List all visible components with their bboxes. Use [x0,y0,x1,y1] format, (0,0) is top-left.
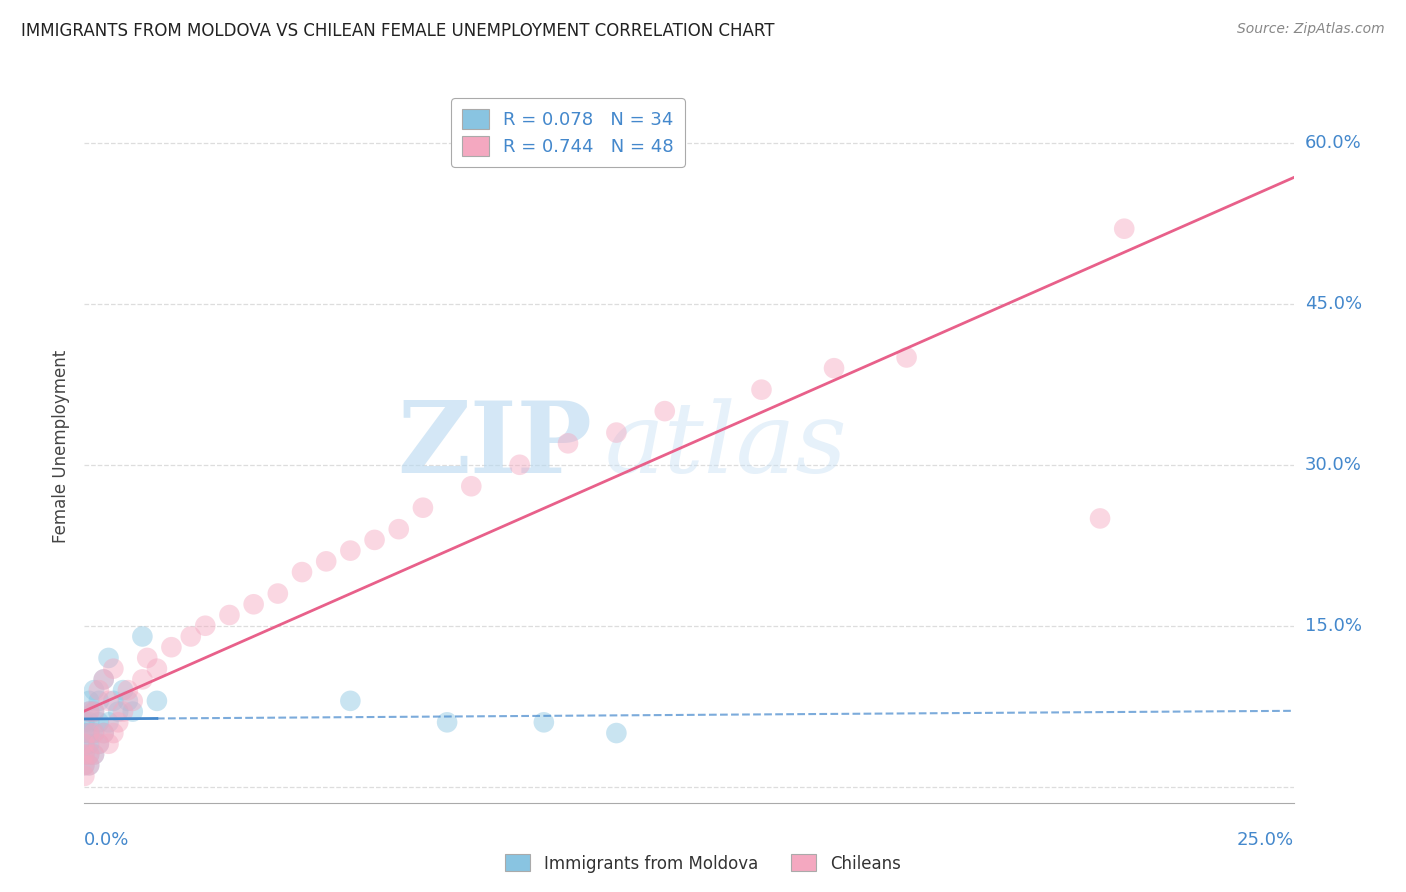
Point [97,737,120,751]
Point [83,726,105,740]
Text: IMMIGRANTS FROM MOLDOVA VS CHILEAN FEMALE UNEMPLOYMENT CORRELATION CHART: IMMIGRANTS FROM MOLDOVA VS CHILEAN FEMAL… [21,22,775,40]
Point [112,683,135,698]
Point [315,554,337,568]
Point [121,694,143,708]
Point [87,683,110,698]
Point [412,500,434,515]
Legend: R = 0.078   N = 34, R = 0.744   N = 48: R = 0.078 N = 34, R = 0.744 N = 48 [451,98,685,167]
Point [180,630,202,644]
Point [291,565,314,579]
Point [107,705,129,719]
Point [87,737,110,751]
Point [73,769,96,783]
Point [1114,221,1136,235]
Point [267,586,290,600]
Point [83,705,105,719]
Point [436,715,458,730]
Point [83,726,105,740]
Point [77,726,100,740]
Point [339,543,361,558]
Point [73,758,96,772]
Point [654,404,676,418]
Point [77,726,100,740]
Point [87,737,110,751]
Point [242,597,264,611]
Point [87,694,110,708]
Point [160,640,183,655]
Point [146,662,169,676]
Point [93,726,115,740]
Point [896,351,918,365]
Point [77,694,100,708]
Point [77,737,100,751]
Point [107,715,129,730]
Point [218,607,240,622]
Point [117,694,139,708]
Point [77,758,100,772]
Legend: Immigrants from Moldova, Chileans: Immigrants from Moldova, Chileans [499,847,907,880]
Point [73,747,96,762]
Point [73,726,96,740]
Text: Source: ZipAtlas.com: Source: ZipAtlas.com [1237,22,1385,37]
Point [363,533,385,547]
Point [557,436,579,450]
Point [77,715,100,730]
Point [83,747,105,762]
Point [73,758,96,772]
Point [93,673,115,687]
Point [388,522,411,536]
Point [73,715,96,730]
Point [112,705,135,719]
Point [97,715,120,730]
Point [146,694,169,708]
Point [509,458,531,472]
Point [460,479,482,493]
Point [77,705,100,719]
Point [103,726,125,740]
Point [77,705,100,719]
Y-axis label: Female Unemployment: Female Unemployment [52,350,70,542]
Point [93,726,115,740]
Text: 30.0%: 30.0% [1305,456,1361,474]
Point [117,683,139,698]
Point [97,694,120,708]
Point [1088,511,1111,525]
Point [194,619,217,633]
Point [136,651,159,665]
Point [533,715,555,730]
Point [121,705,143,719]
Point [131,673,153,687]
Point [605,726,627,740]
Point [605,425,627,440]
Text: ZIP: ZIP [398,398,592,494]
Point [73,737,96,751]
Point [103,694,125,708]
Point [83,747,105,762]
Point [73,747,96,762]
Point [83,683,105,698]
Text: 25.0%: 25.0% [1236,830,1294,848]
Point [93,673,115,687]
Point [73,737,96,751]
Point [131,630,153,644]
Text: atlas: atlas [605,399,846,493]
Text: 0.0%: 0.0% [84,830,129,848]
Text: 60.0%: 60.0% [1305,134,1361,152]
Point [77,747,100,762]
Text: 15.0%: 15.0% [1305,616,1361,635]
Point [103,662,125,676]
Point [77,758,100,772]
Point [77,747,100,762]
Text: 45.0%: 45.0% [1305,295,1362,313]
Point [83,705,105,719]
Point [751,383,773,397]
Point [97,651,120,665]
Point [339,694,361,708]
Point [823,361,845,376]
Point [87,715,110,730]
